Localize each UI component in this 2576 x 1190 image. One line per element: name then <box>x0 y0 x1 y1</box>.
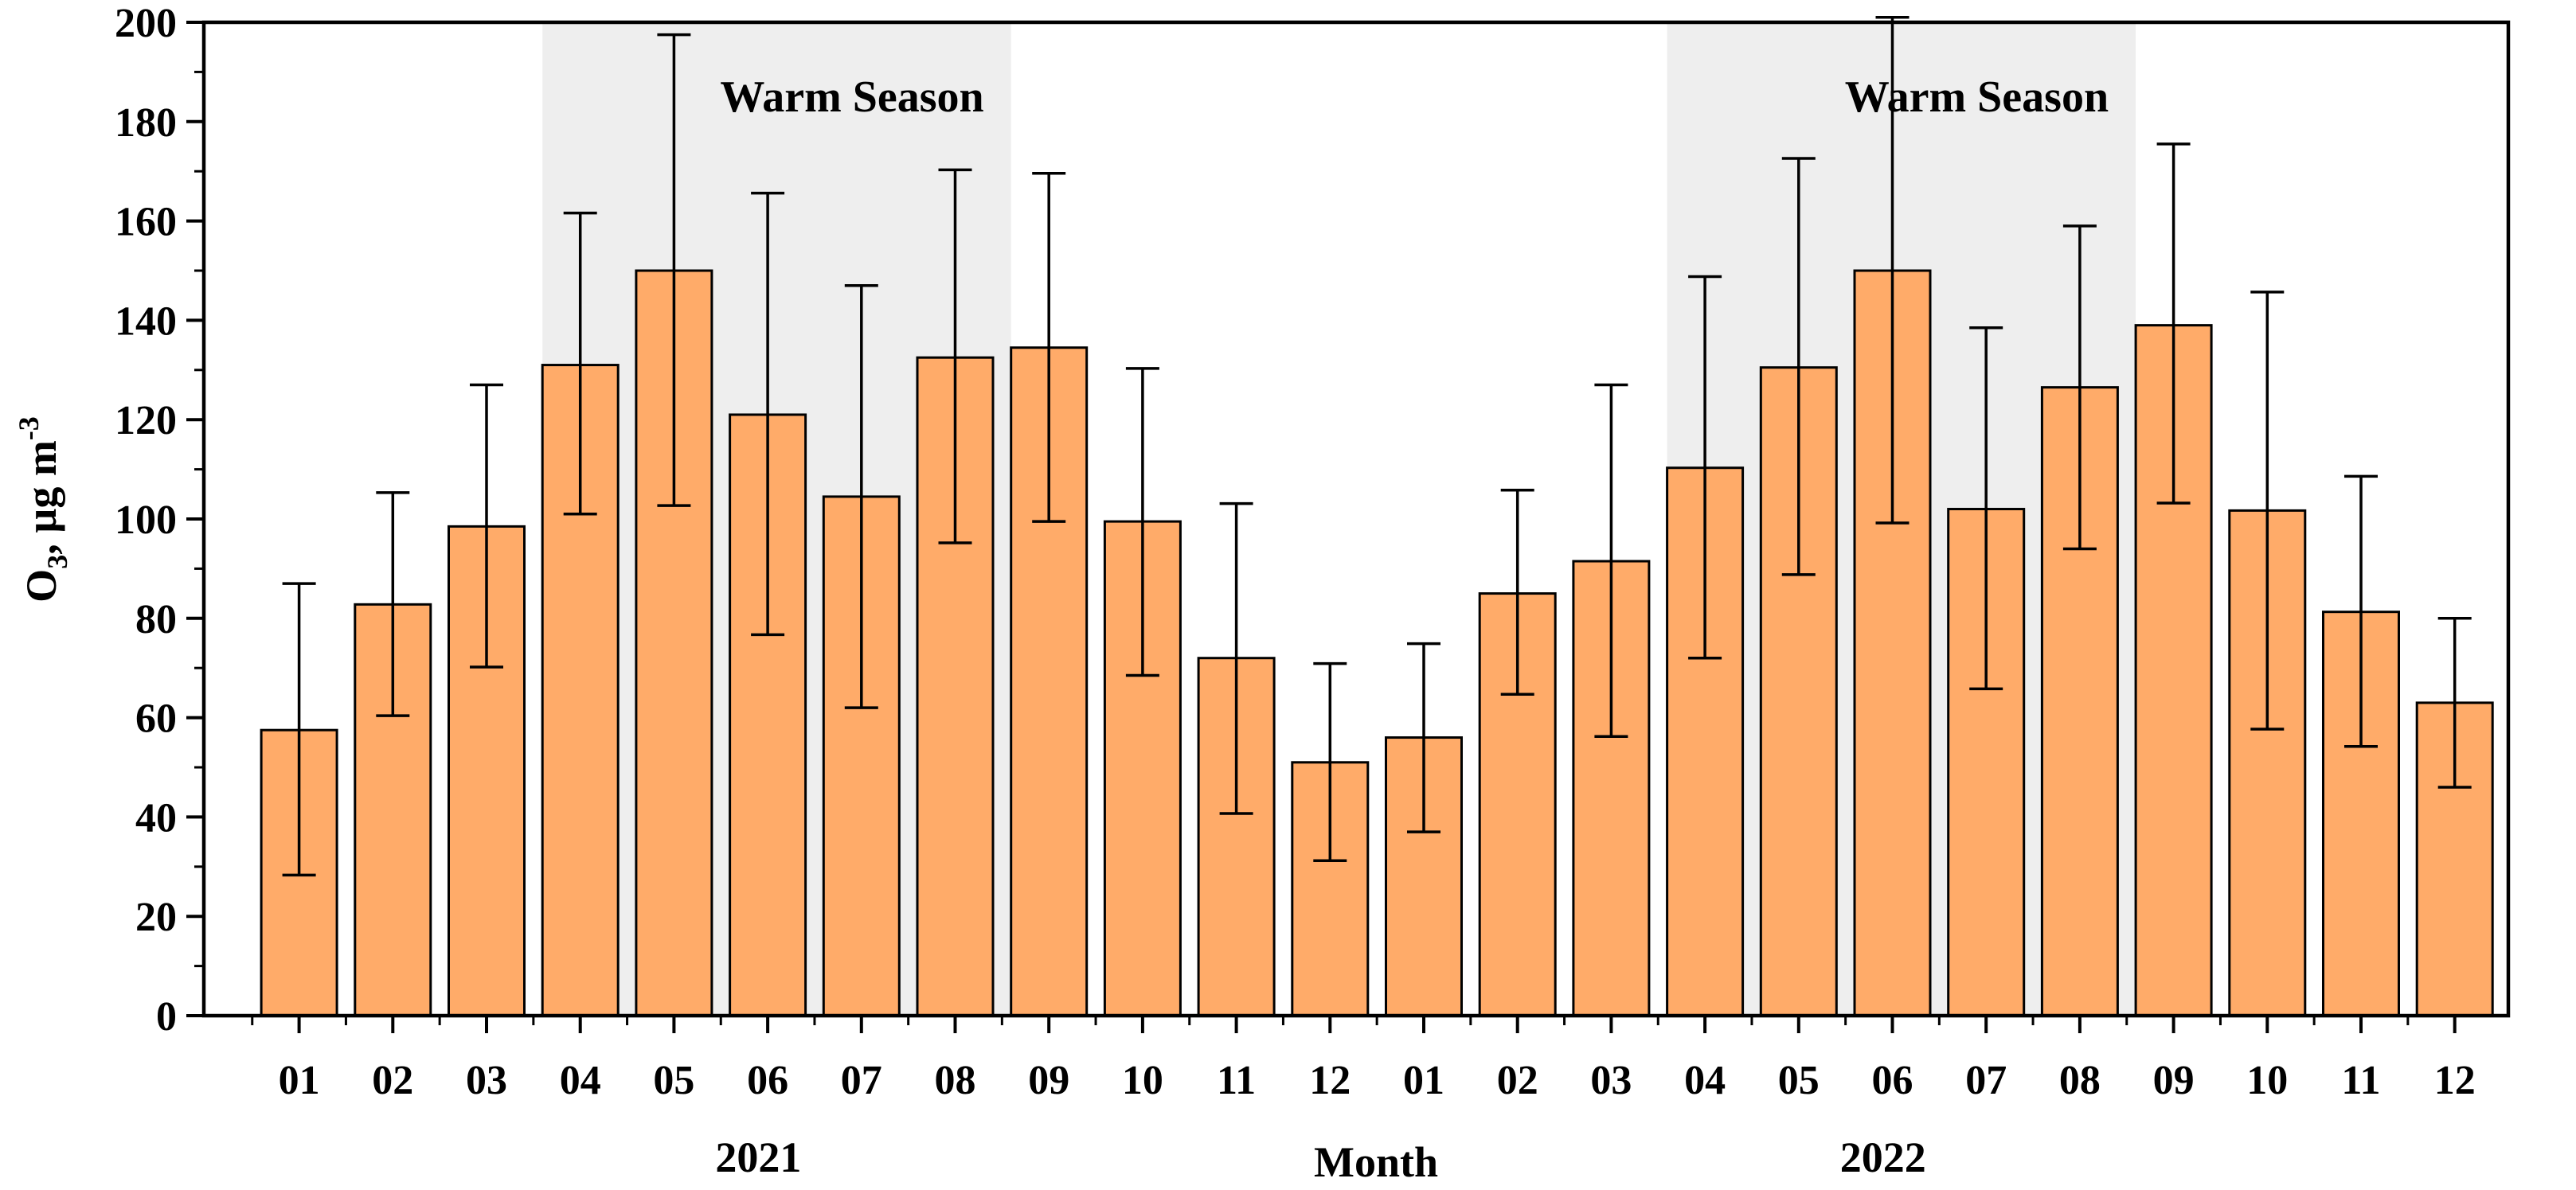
y-tick-label: 60 <box>135 696 177 742</box>
y-axis-label: O3, µg m-3 <box>13 416 73 603</box>
x-tick-label: 03 <box>1590 1058 1632 1103</box>
x-tick-label: 05 <box>1778 1058 1820 1103</box>
x-tick-label: 06 <box>1872 1058 1913 1103</box>
year-label: 2022 <box>1840 1133 1926 1181</box>
x-tick-label: 08 <box>2059 1058 2101 1103</box>
y-tick-label: 20 <box>135 895 177 940</box>
y-tick-label: 200 <box>115 1 177 46</box>
year-label: 2021 <box>715 1133 801 1181</box>
x-tick-label: 03 <box>466 1058 507 1103</box>
x-tick-label: 02 <box>372 1058 413 1103</box>
x-tick-label: 08 <box>935 1058 976 1103</box>
y-tick-label: 0 <box>156 994 177 1040</box>
x-tick-label: 07 <box>841 1058 882 1103</box>
x-tick-label: 11 <box>1217 1058 1256 1103</box>
x-tick-label: 09 <box>1028 1058 1069 1103</box>
x-tick-label: 04 <box>1684 1058 1726 1103</box>
y-tick-label: 40 <box>135 795 177 841</box>
x-tick-label: 07 <box>1965 1058 2007 1103</box>
y-tick-label: 120 <box>115 398 177 443</box>
warm-season-label: Warm Season <box>1845 72 2109 122</box>
x-tick-label: 01 <box>279 1058 320 1103</box>
x-axis-label: Month <box>1314 1138 1438 1186</box>
y-tick-label: 180 <box>115 100 177 146</box>
x-tick-label: 09 <box>2153 1058 2195 1103</box>
x-tick-label: 05 <box>653 1058 694 1103</box>
x-tick-label: 11 <box>2341 1058 2380 1103</box>
x-tick-label: 12 <box>2434 1058 2476 1103</box>
y-tick-label: 160 <box>115 200 177 245</box>
y-tick-label: 140 <box>115 298 177 344</box>
y-tick-label: 100 <box>115 497 177 543</box>
chart-labels: O3, µg m-3 Month Warm Season Warm Season 2… <box>13 72 2109 1186</box>
error-bar-series <box>282 16 2472 877</box>
x-tick-label: 04 <box>560 1058 601 1103</box>
x-tick-label: 01 <box>1403 1058 1444 1103</box>
x-tick-label: 12 <box>1309 1058 1351 1103</box>
x-tick-label: 10 <box>1122 1058 1163 1103</box>
bar-series <box>260 269 2494 1017</box>
y-tick-label: 80 <box>135 597 177 642</box>
x-tick-label: 10 <box>2246 1058 2288 1103</box>
warm-season-label: Warm Season <box>720 72 983 122</box>
x-tick-label: 02 <box>1497 1058 1538 1103</box>
x-tick-label: 06 <box>747 1058 788 1103</box>
